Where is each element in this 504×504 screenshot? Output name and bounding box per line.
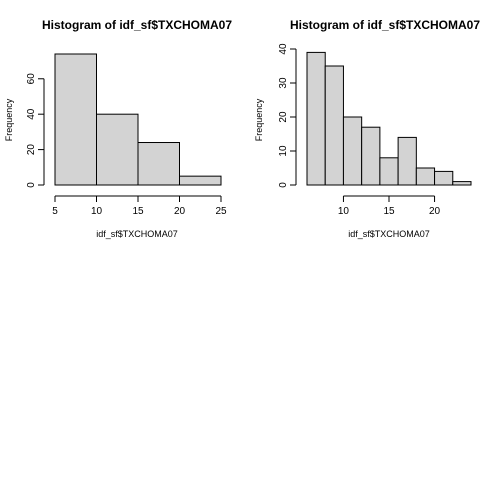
histogram-bar — [54, 53, 97, 186]
histogram-bar — [342, 116, 363, 186]
x-tick-label: 10 — [91, 206, 103, 217]
histogram-bar — [397, 136, 417, 186]
histogram-bar — [179, 175, 222, 186]
histogram-bar — [306, 51, 326, 186]
y-tick-label: 40 — [26, 108, 37, 120]
y-tick-label: 20 — [26, 144, 37, 156]
x-tick-label: 25 — [215, 206, 227, 217]
y-axis-label: Frequency — [254, 98, 264, 141]
chart-title: Histogram of idf_sf$TXCHOMA07 — [290, 18, 480, 32]
histogram-bar — [96, 113, 139, 186]
x-tick-label: 5 — [52, 206, 58, 217]
histogram-panel-right: Histogram of idf_sf$TXCHOMA07 idf_sf$TXC… — [254, 18, 480, 239]
x-tick-label: 20 — [429, 206, 441, 217]
y-axis-label: Frequency — [4, 98, 14, 141]
histogram-bar — [415, 167, 436, 186]
y-tick-label: 40 — [278, 43, 289, 55]
y-tick-label: 30 — [278, 77, 289, 89]
y-tick-label: 10 — [278, 145, 289, 157]
y-tick-label: 20 — [278, 111, 289, 123]
x-tick-label: 15 — [383, 206, 395, 217]
histogram-panel-left: Histogram of idf_sf$TXCHOMA07 idf_sf$TXC… — [4, 18, 232, 239]
x-tick-label: 15 — [132, 206, 144, 217]
chart-title: Histogram of idf_sf$TXCHOMA07 — [42, 18, 232, 32]
histogram-bar — [452, 181, 472, 186]
histogram-bar — [137, 142, 180, 186]
histogram-bar — [379, 157, 399, 186]
x-axis-label: idf_sf$TXCHOMA07 — [348, 229, 430, 239]
y-tick-label: 60 — [26, 73, 37, 85]
x-axis-label: idf_sf$TXCHOMA07 — [96, 229, 178, 239]
histogram-bar — [434, 170, 454, 186]
histogram-bar — [361, 126, 381, 186]
x-tick-label: 20 — [174, 206, 186, 217]
histogram-bar — [324, 65, 344, 186]
y-tick-label: 0 — [278, 182, 289, 188]
x-tick-label: 10 — [338, 206, 350, 217]
y-tick-label: 0 — [26, 182, 37, 188]
